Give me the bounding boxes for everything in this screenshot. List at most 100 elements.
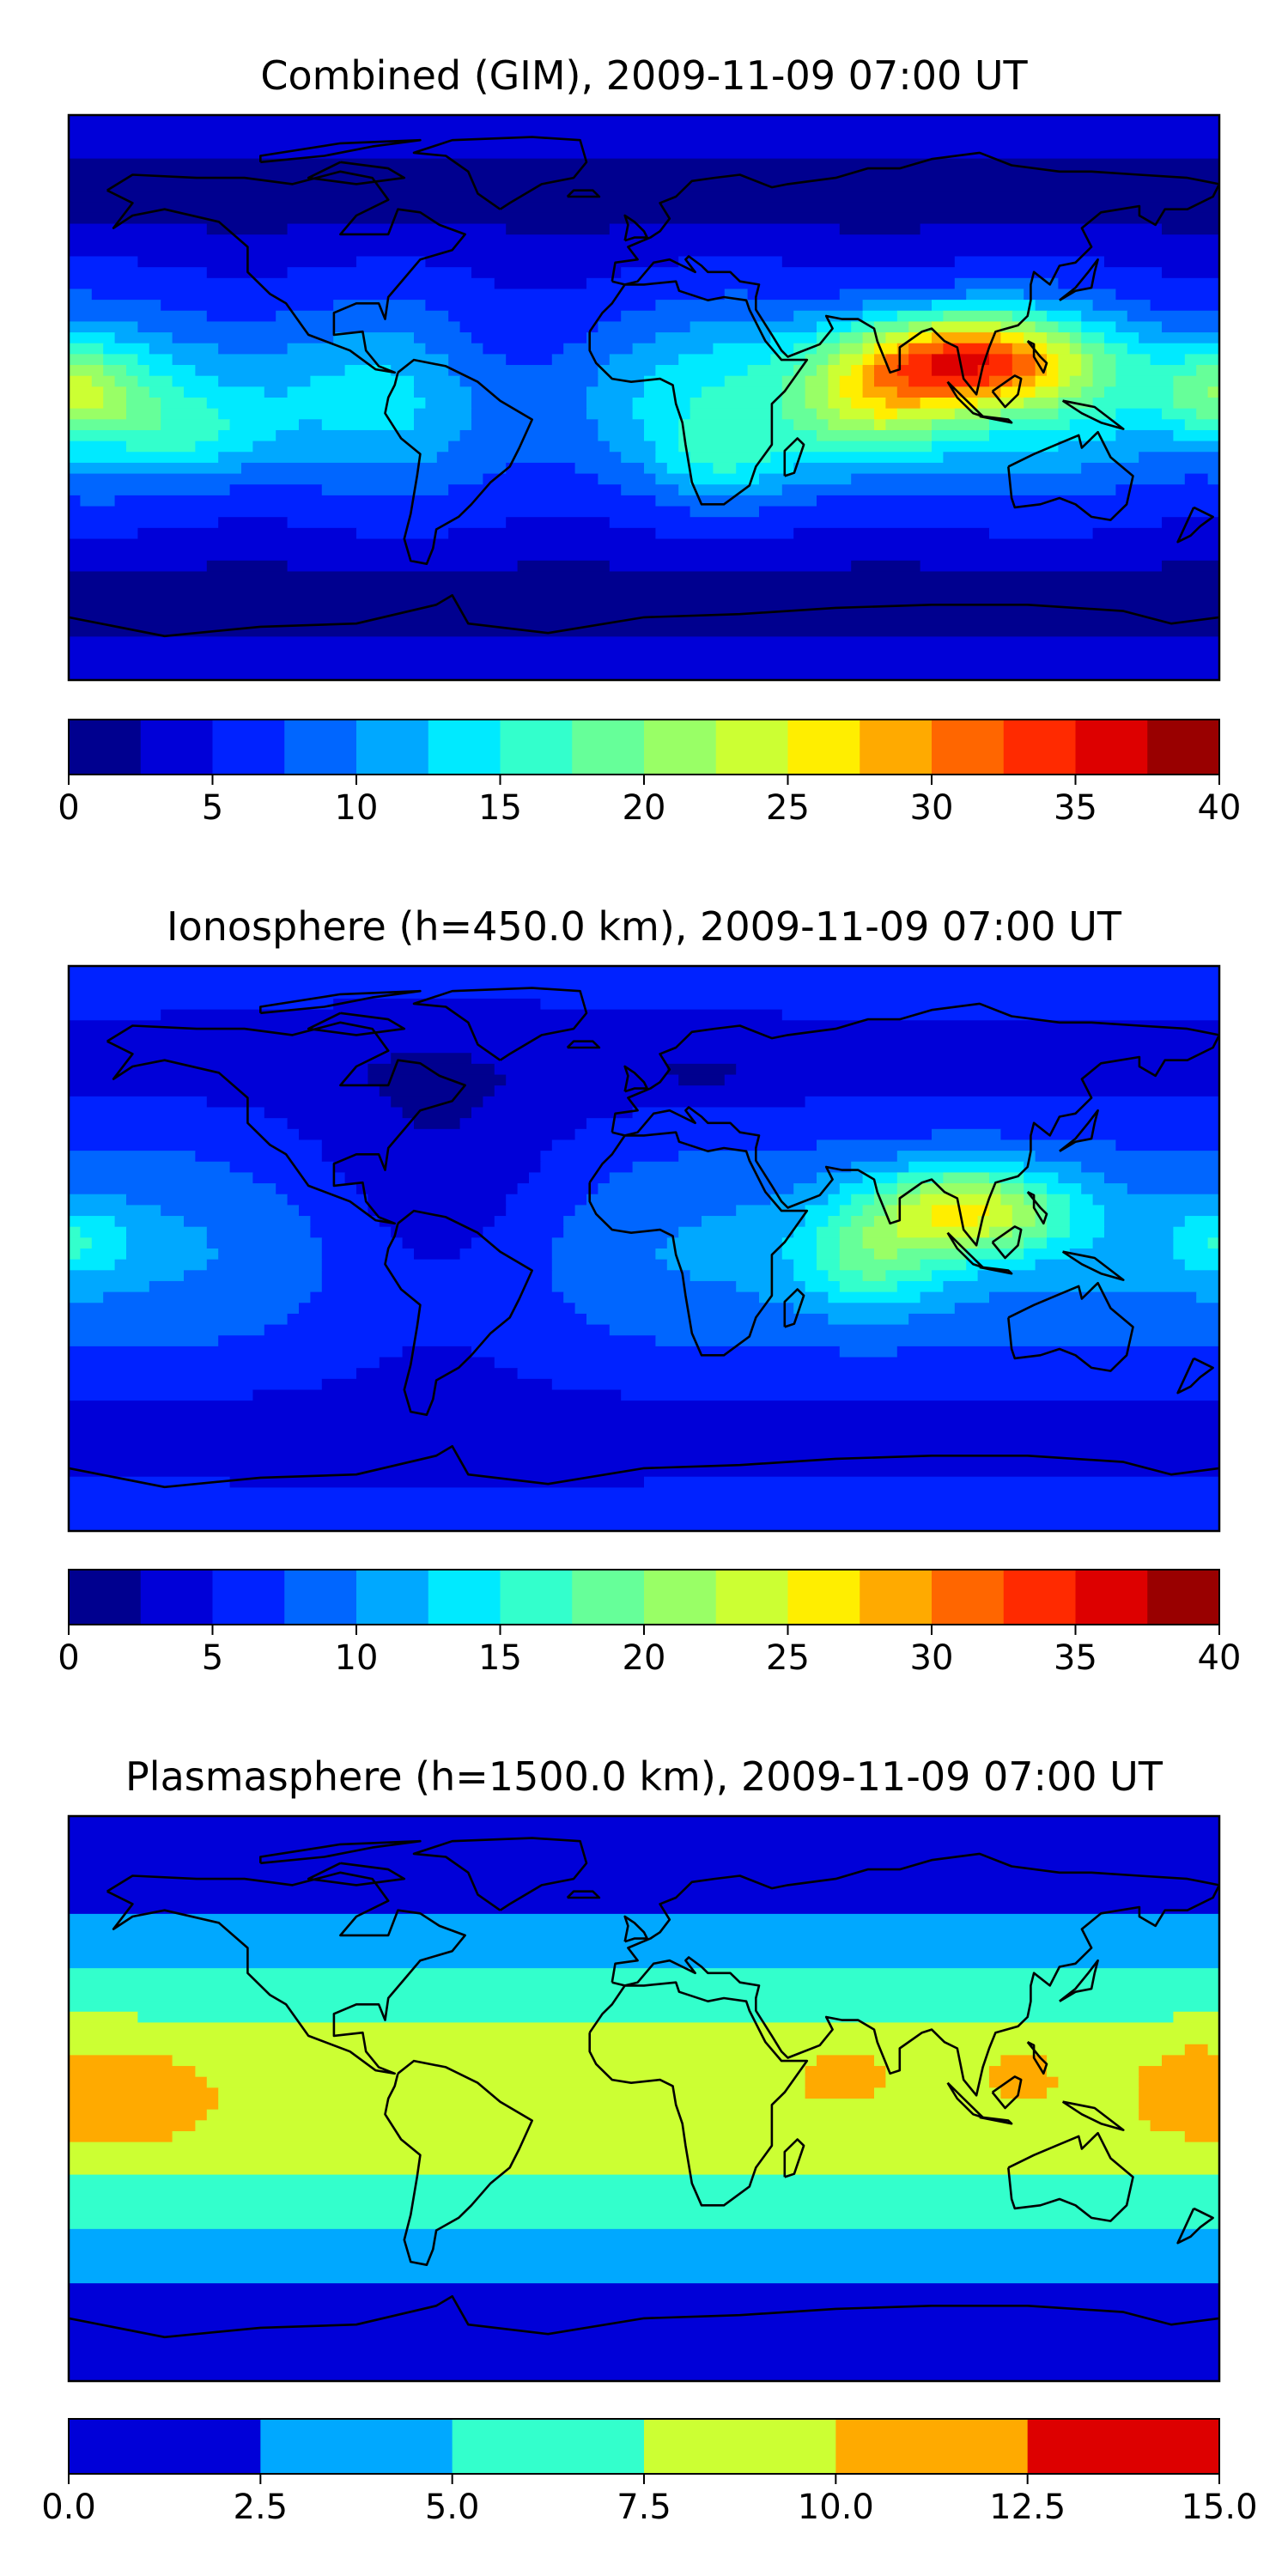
colorbar-tick-label: 15: [478, 1638, 522, 1678]
contour-cell: [459, 321, 599, 333]
contour-cell: [69, 1085, 380, 1097]
contour-cell: [666, 1259, 794, 1272]
contour-cell: [805, 386, 829, 398]
coastline: [783, 437, 805, 477]
contour-cell: [1000, 1128, 1219, 1141]
contour-cell: [896, 1151, 1036, 1163]
contour-cell: [678, 1226, 794, 1239]
contour-cell: [69, 560, 208, 573]
colorbar-segment: [69, 1570, 142, 1625]
contour-cell: [506, 462, 576, 475]
contour-cell: [172, 354, 449, 366]
contour-cell: [862, 375, 875, 388]
contour-cell: [218, 1335, 657, 1347]
contour-cell: [126, 1226, 208, 1239]
contour-cell: [287, 1118, 415, 1130]
contour-cell: [805, 1205, 841, 1217]
contour-cell: [69, 1063, 369, 1076]
contour-cell: [69, 2218, 1219, 2230]
contour-cell: [874, 321, 909, 333]
contour-cell: [1139, 2109, 1219, 2122]
contour-cell: [69, 1216, 116, 1228]
contour-cell: [908, 354, 933, 366]
contour-cell: [655, 332, 772, 344]
contour-cell: [621, 267, 1163, 279]
colorbar-tick-label: 7.5: [617, 2488, 671, 2527]
contour-cell: [287, 223, 507, 235]
contour-cell: [885, 1205, 898, 1217]
colorbar-tick-label: 20: [623, 788, 666, 828]
contour-cell: [69, 1205, 161, 1217]
contour-cell: [69, 2293, 1219, 2306]
contour-cell: [644, 419, 679, 431]
contour-cell: [471, 332, 587, 344]
contour-cell: [1069, 1216, 1105, 1228]
coastlines: [69, 1837, 1219, 2339]
contour-cell: [1162, 517, 1219, 529]
contour-cell: [69, 462, 242, 475]
map-frame: [67, 1814, 1221, 2383]
contour-cell: [793, 527, 990, 540]
colorbar-segment: [860, 720, 933, 775]
contour-cell: [690, 506, 760, 518]
contour-cell: [494, 1357, 1219, 1369]
contour-cell: [206, 1226, 312, 1239]
contour-cell: [1104, 1226, 1175, 1239]
colorbar-segment: [644, 2419, 836, 2474]
contour-cell: [736, 1063, 1219, 1076]
contour-cell: [644, 462, 668, 475]
contour-cell: [206, 223, 289, 235]
contour-cell: [195, 365, 346, 377]
contour-cell: [184, 1270, 323, 1282]
contour-cell: [896, 408, 956, 421]
contour-cell: [425, 398, 472, 410]
coastline: [412, 1837, 588, 1911]
contour-cell: [506, 1205, 576, 1217]
contour-cell: [781, 256, 956, 268]
contour-cell: [69, 2305, 1219, 2317]
contour-cell: [632, 343, 714, 355]
contour-cell: [287, 386, 415, 398]
contour-cell: [161, 1009, 783, 1022]
colorbar-tick-label: 10: [335, 788, 379, 828]
contour-cell: [218, 517, 289, 529]
contour-cell: [1047, 310, 1082, 323]
coastline: [946, 1231, 984, 1269]
contour-cell: [69, 1194, 127, 1206]
contour-cell: [356, 1183, 519, 1195]
contour-cell: [678, 1151, 898, 1163]
contour-cell: [1081, 462, 1219, 475]
contour-cell: [1139, 2076, 1219, 2089]
coastline: [991, 1225, 1023, 1260]
contour-cell: [321, 484, 449, 496]
contour-cell: [943, 452, 1139, 464]
contour-cell: [1000, 321, 1036, 333]
contour-cell: [344, 1172, 530, 1184]
contour-cell: [1035, 386, 1060, 398]
coastline: [1026, 1191, 1048, 1225]
contour-cell: [1162, 560, 1219, 573]
contour-cell: [839, 1249, 875, 1261]
contour-cell: [69, 2207, 1219, 2219]
colorbar-segment: [787, 1570, 860, 1625]
contour-cell: [551, 1139, 817, 1151]
contour-cell: [126, 386, 150, 398]
contour-cell: [1035, 300, 1094, 312]
contour-cell: [414, 375, 461, 388]
contour-cell: [69, 1498, 1219, 1510]
contour-cell: [471, 1237, 553, 1249]
contour-cell: [989, 375, 1013, 388]
contour-cell: [896, 1183, 921, 1195]
contour-cell: [321, 1270, 553, 1282]
contour-cell: [1127, 310, 1219, 323]
contour-cell: [69, 527, 139, 540]
contour-cell: [356, 527, 449, 540]
contour-cell: [862, 354, 875, 366]
coastline: [566, 189, 601, 198]
contour-cell: [1184, 354, 1219, 366]
contour-cell: [218, 452, 438, 464]
contour-cell: [1184, 2130, 1219, 2143]
contour-cell: [69, 1237, 93, 1249]
contour-cell: [943, 310, 1013, 323]
contour-cell: [69, 321, 139, 333]
